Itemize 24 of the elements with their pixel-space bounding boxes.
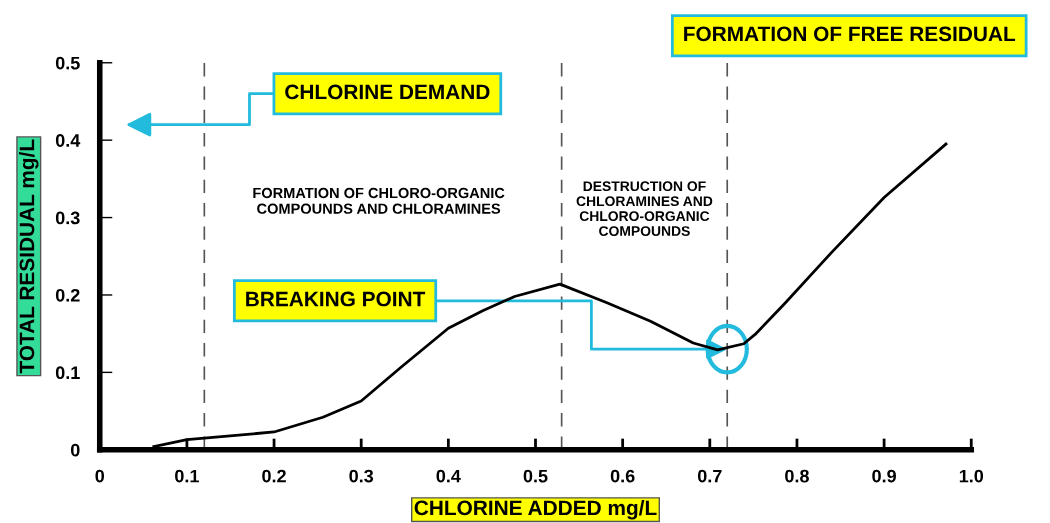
y-tick-label: 0.3 bbox=[55, 211, 80, 225]
x-tick-label: 0 bbox=[95, 469, 105, 483]
x-tick-label: 0.5 bbox=[523, 469, 548, 483]
y-tick-label: 0.2 bbox=[55, 288, 80, 302]
x-tick-label: 0.3 bbox=[349, 469, 374, 483]
annotation: BREAKING POINT bbox=[246, 291, 426, 307]
x-tick-label: 0.4 bbox=[436, 469, 461, 483]
x-tick-label: 1.0 bbox=[959, 469, 984, 483]
x-tick-label: 0.6 bbox=[610, 469, 635, 483]
y-axis-title: TOTAL RESIDUAL mg/L bbox=[19, 139, 39, 374]
y-tick-label: 0.5 bbox=[55, 56, 80, 70]
x-tick-label: 0.9 bbox=[872, 469, 896, 483]
x-tick-label: 0.2 bbox=[262, 469, 286, 483]
y-tick-label: 0.4 bbox=[55, 134, 81, 147]
x-tick-label: 0.8 bbox=[785, 469, 809, 483]
annotation: FORMATION OF CHLORO-ORGANIC COMPOUNDS AND CHLORAMINES bbox=[253, 187, 505, 214]
text: FORMATION OF FREE RESIDUAL bbox=[684, 26, 1016, 42]
annotation: CHLORINE DEMAND bbox=[285, 84, 490, 100]
y-tick-label: 0.1 bbox=[55, 366, 80, 380]
x-tick-label: 0.1 bbox=[175, 469, 199, 483]
x-tick-label: 0.7 bbox=[697, 469, 722, 483]
y-tick-label: 0 bbox=[70, 443, 80, 457]
annotation: DESTRUCTION OF CHLORAMINES AND CHLORO-ORGANIC COMPOUNDS bbox=[576, 181, 713, 236]
x-axis-title: CHLORINE ADDED mg/L bbox=[414, 499, 657, 520]
